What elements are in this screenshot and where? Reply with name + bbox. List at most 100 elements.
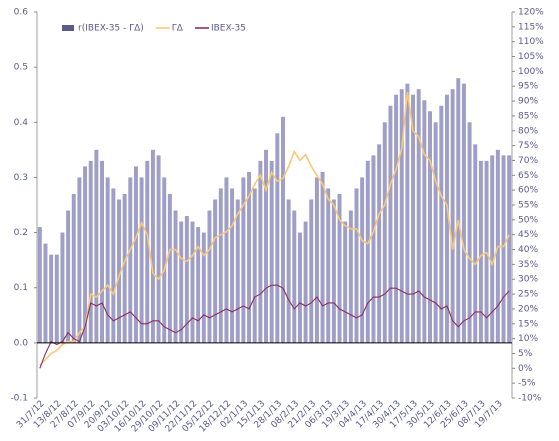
bar xyxy=(122,193,127,343)
bar xyxy=(411,94,416,343)
bar xyxy=(173,210,178,343)
bar xyxy=(128,177,133,343)
bar xyxy=(224,177,229,343)
bar xyxy=(133,166,138,343)
y2-tick-label: -5% xyxy=(518,379,536,389)
bar xyxy=(382,122,387,343)
bar xyxy=(292,210,297,343)
legend-swatch xyxy=(62,25,74,31)
bar xyxy=(111,188,116,343)
y2-tick-label: -10% xyxy=(518,394,542,404)
bar xyxy=(213,199,218,343)
bar xyxy=(337,193,342,343)
bar xyxy=(428,111,432,343)
bar xyxy=(184,216,189,343)
bar xyxy=(207,210,212,343)
bar xyxy=(326,188,331,343)
y2-tick-label: 10% xyxy=(518,334,538,344)
legend-label: IBEX-35 xyxy=(211,24,246,34)
bar xyxy=(331,199,336,343)
bar xyxy=(201,232,206,343)
bar xyxy=(235,199,240,343)
bar xyxy=(314,177,319,343)
bar xyxy=(94,149,99,343)
bar xyxy=(66,210,71,343)
bar xyxy=(71,193,76,343)
line xyxy=(39,92,510,366)
bar xyxy=(179,221,184,343)
bar xyxy=(281,116,285,343)
bar xyxy=(371,155,376,343)
bar xyxy=(507,155,512,343)
bar xyxy=(360,177,365,343)
bar xyxy=(60,232,65,343)
bar xyxy=(100,160,105,343)
bar xyxy=(377,144,382,343)
bar xyxy=(416,89,421,343)
bar xyxy=(275,133,280,343)
bar xyxy=(49,254,54,343)
legend-label: ΓΔ xyxy=(172,24,184,34)
y-tick-label: 0.3 xyxy=(14,173,28,183)
y2-tick-label: 45% xyxy=(518,230,538,240)
bar xyxy=(399,89,404,343)
y2-tick-label: 80% xyxy=(518,126,538,136)
bar xyxy=(394,94,399,343)
bar xyxy=(286,199,291,343)
bar xyxy=(354,188,359,343)
bar xyxy=(450,89,455,343)
y2-tick-label: 65% xyxy=(518,171,538,181)
y2-tick-label: 15% xyxy=(518,319,538,329)
bar xyxy=(218,188,223,343)
y2-tick-label: 85% xyxy=(518,111,538,121)
bar xyxy=(241,177,246,343)
y-tick-label: 0.6 xyxy=(14,8,29,18)
line xyxy=(39,284,510,369)
bar xyxy=(297,232,302,343)
bar xyxy=(461,83,466,343)
bar xyxy=(478,160,483,343)
bar xyxy=(77,177,82,343)
bar xyxy=(117,199,121,343)
bar xyxy=(37,227,42,343)
y2-tick-label: 60% xyxy=(518,186,538,196)
bar xyxy=(348,210,353,343)
bar xyxy=(303,221,308,343)
bar xyxy=(88,160,93,343)
bar xyxy=(252,188,257,343)
y-tick-label: 0.0 xyxy=(14,338,29,348)
y2-tick-label: 55% xyxy=(518,201,538,211)
y2-tick-label: 50% xyxy=(518,215,538,225)
bar xyxy=(456,78,461,343)
bar xyxy=(83,166,88,343)
bar xyxy=(156,155,161,343)
bar xyxy=(196,227,201,343)
bar xyxy=(145,160,150,343)
y2-tick-label: 5% xyxy=(518,349,533,359)
bar xyxy=(467,122,472,343)
y2-tick-label: 25% xyxy=(518,290,538,300)
y2-tick-label: 35% xyxy=(518,260,538,270)
y2-tick-label: 70% xyxy=(518,156,538,166)
y2-tick-label: 40% xyxy=(518,245,538,255)
y2-tick-label: 120% xyxy=(518,8,544,18)
y-tick-label: 0.1 xyxy=(14,283,28,293)
y2-tick-label: 110% xyxy=(518,37,544,47)
bar xyxy=(422,100,427,343)
y2-tick-label: 115% xyxy=(518,22,544,32)
y2-tick-label: 20% xyxy=(518,304,538,314)
bar xyxy=(247,171,252,343)
y2-tick-label: 95% xyxy=(518,82,538,92)
legend-label: r(IBEX-35 - ΓΔ) xyxy=(78,24,144,34)
y-tick-label: -0.1 xyxy=(10,394,28,404)
y-tick-label: 0.2 xyxy=(14,228,28,238)
y2-tick-label: 75% xyxy=(518,141,538,151)
y-tick-label: 0.5 xyxy=(14,63,28,73)
bar xyxy=(139,177,144,343)
bar xyxy=(150,149,155,343)
bar xyxy=(388,105,393,343)
bar xyxy=(54,254,59,343)
bar xyxy=(162,177,167,343)
bar xyxy=(343,221,348,343)
